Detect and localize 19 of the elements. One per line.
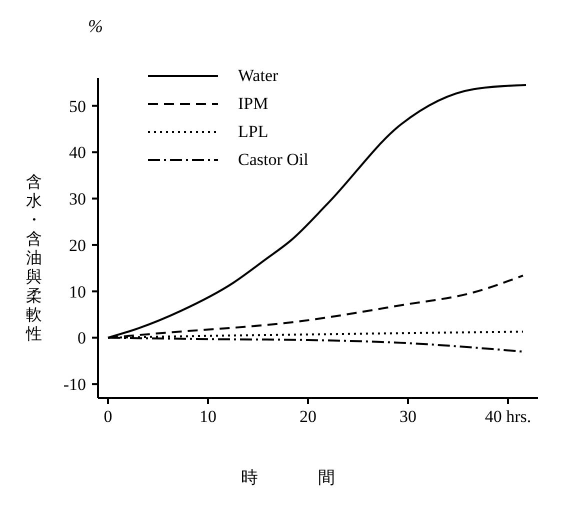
y-tick-label: 10 — [69, 282, 86, 302]
y-tick-label: 30 — [69, 190, 86, 209]
x-tick-label: 10 — [200, 407, 216, 426]
legend-label: IPM — [238, 94, 268, 114]
x-tick-label: 30 — [400, 407, 416, 426]
y-tick-label: 40 — [69, 143, 86, 162]
legend-label: LPL — [238, 122, 268, 142]
text: 含水・含油與柔軟性 — [26, 174, 42, 343]
y-tick-label: 20 — [69, 236, 86, 255]
legend-label: Castor Oil — [238, 150, 308, 170]
x-tick-label: 40 hrs. — [484, 407, 532, 426]
legend-label: Water — [238, 66, 278, 86]
x-tick-label: 20 — [300, 407, 316, 426]
y-tick-label: 50 — [69, 96, 86, 116]
x-axis-title: 時間 — [241, 468, 395, 487]
y-tick-label: -10 — [63, 375, 86, 394]
y-tick-label: 0 — [78, 328, 86, 348]
text: % — [88, 16, 103, 37]
x-tick-label: 0 — [104, 407, 112, 426]
